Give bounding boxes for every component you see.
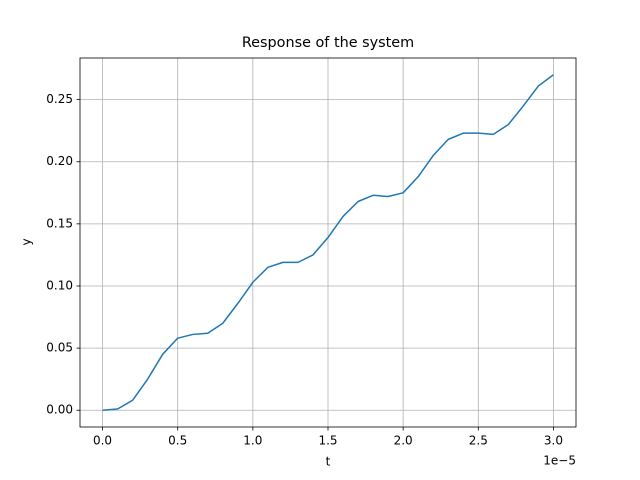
x-tick-label: 0.0 (93, 434, 112, 448)
y-axis-label: y (20, 238, 34, 245)
chart-title: Response of the system (242, 35, 414, 51)
data-line (102, 74, 554, 411)
y-tick-label: 0.10 (46, 278, 73, 292)
x-tick-label: 1.0 (243, 434, 262, 448)
y-tick-label: 0.00 (46, 403, 73, 417)
y-tick-label: 0.25 (46, 92, 73, 106)
y-tick-label: 0.05 (46, 341, 73, 355)
x-axis-label: t (326, 455, 331, 469)
plot-frame (79, 57, 577, 428)
x-tick-label: 0.5 (168, 434, 187, 448)
x-tick-label: 2.0 (394, 434, 413, 448)
y-tick-label: 0.20 (46, 154, 73, 168)
x-tick-label: 3.0 (544, 434, 563, 448)
x-offset-label: 1e−5 (543, 454, 576, 468)
x-tick-label: 1.5 (318, 434, 337, 448)
x-tick-label: 2.5 (469, 434, 488, 448)
y-tick-label: 0.15 (46, 216, 73, 230)
